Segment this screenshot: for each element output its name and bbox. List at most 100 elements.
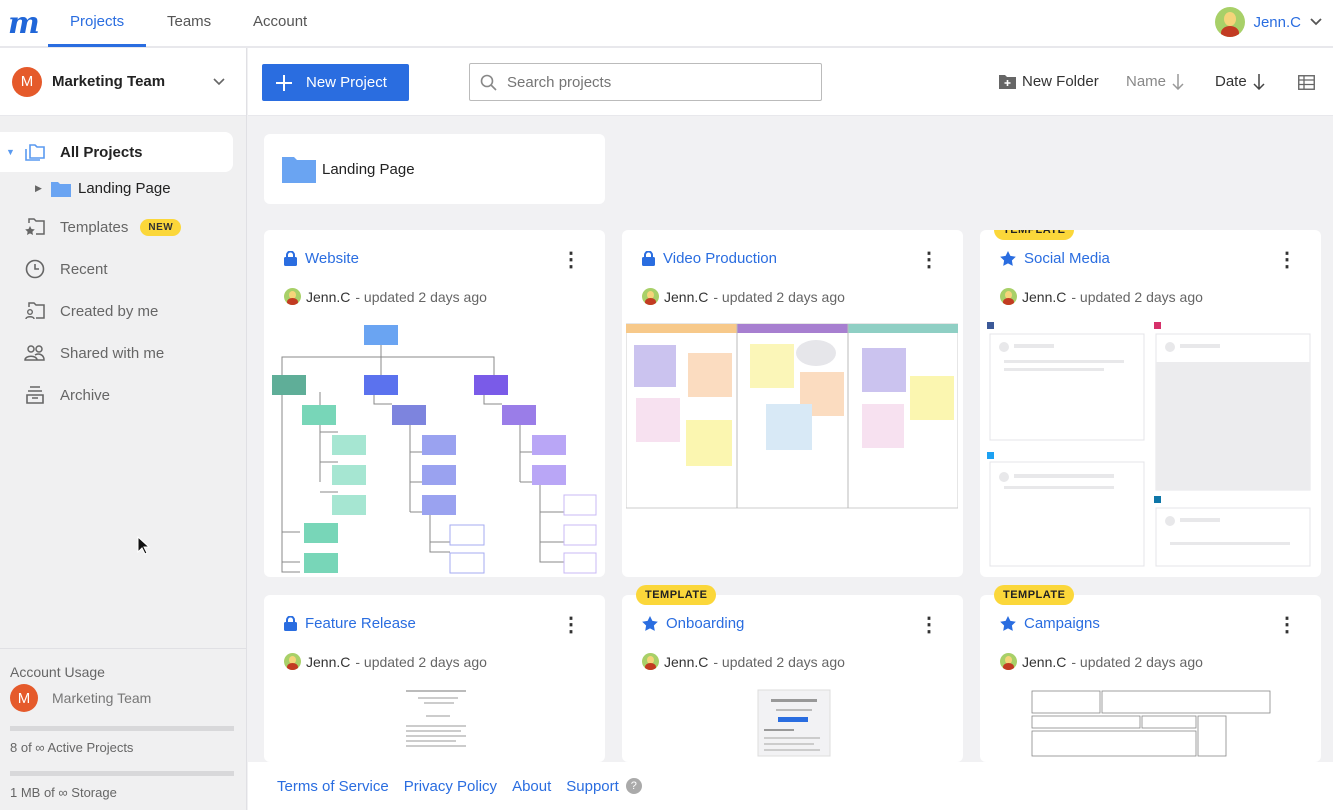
moqups-logo[interactable]: m [8,6,40,41]
archive-icon [24,384,46,406]
author: Jenn.C [664,288,709,305]
project-name: Video Production [663,250,777,267]
project-meta: Jenn.C - updated 2 days ago [642,653,845,670]
tab-teams[interactable]: Teams [167,13,212,30]
more-options-icon[interactable]: ⋮ [561,249,581,271]
sidebar-item-label: Created by me [60,302,159,320]
project-card[interactable]: TEMPLATE Campaigns ⋮ Jenn.C - updated 2 da… [980,585,1321,762]
more-options-icon[interactable]: ⋮ [919,249,939,271]
project-title[interactable]: Social Media [1000,250,1110,267]
project-thumbnail[interactable] [626,320,958,575]
team-avatar: M [10,684,38,712]
more-options-icon[interactable]: ⋮ [561,614,581,636]
project-card[interactable]: Video Production ⋮ Jenn.C - updated 2 day… [622,230,963,577]
project-name: Social Media [1024,250,1110,267]
sidebar-item-all-projects[interactable]: ▼ All Projects [0,132,233,172]
project-title[interactable]: Website [284,250,359,267]
tab-projects[interactable]: Projects [70,13,125,30]
folder-icon [50,177,72,199]
plus-icon [276,74,292,91]
project-title[interactable]: Video Production [642,250,777,267]
template-badge: TEMPLATE [994,230,1075,240]
clock-icon [24,258,46,280]
project-meta: Jenn.C - updated 2 days ago [1000,653,1203,670]
updated: - updated 2 days ago [1071,653,1203,670]
new-folder-label: New Folder [1022,73,1099,90]
sidebar-item-templates[interactable]: Templates NEW [0,207,247,247]
project-card[interactable]: Feature Release ⋮ Jenn.C - updated 2 days… [264,595,605,762]
lock-icon [642,251,655,266]
project-thumbnail[interactable] [268,320,600,575]
storage-usage-bar [10,771,234,776]
privacy-link[interactable]: Privacy Policy [403,777,498,795]
caret-right-icon[interactable]: ▶ [35,182,42,193]
sidebar-item-archive[interactable]: Archive [0,375,247,415]
sidebar-item-label: Recent [60,260,108,278]
user-menu[interactable]: Jenn.C [1215,7,1323,37]
more-options-icon[interactable]: ⋮ [919,614,939,636]
sidebar-item-label: Archive [60,386,111,404]
project-thumbnail[interactable] [984,320,1316,575]
project-meta: Jenn.C - updated 2 days ago [642,288,845,305]
sidebar-item-landing-page[interactable]: ▶ Landing Page [0,168,247,208]
avatar [642,653,659,670]
sidebar-item-label: All Projects [60,143,143,161]
support-link[interactable]: Support [566,777,619,795]
about-link[interactable]: About [512,777,552,795]
folder-plus-icon [999,75,1016,89]
lock-icon [284,616,297,631]
avatar [284,653,301,670]
team-selector[interactable]: M Marketing Team [0,48,246,116]
folder-icon [282,157,316,183]
author: Jenn.C [1022,653,1067,670]
sidebar-item-recent[interactable]: Recent [0,249,247,289]
sidebar-item-label: Templates [60,218,129,236]
user-folder-icon [24,300,46,322]
star-icon [1000,251,1016,266]
project-thumbnail[interactable] [984,685,1316,757]
usage-title: Account Usage [10,664,105,680]
updated: - updated 2 days ago [713,653,845,670]
template-badge: TEMPLATE [636,585,717,605]
folder-card-landing-page[interactable]: Landing Page [264,134,605,204]
sidebar-item-shared-with-me[interactable]: Shared with me [0,333,247,373]
more-options-icon[interactable]: ⋮ [1277,614,1297,636]
search-box[interactable] [469,63,822,101]
project-card[interactable]: Website ⋮ Jenn.C - updated 2 days ago [264,230,605,577]
avatar [284,288,301,305]
more-options-icon[interactable]: ⋮ [1277,249,1297,271]
help-icon[interactable]: ? [625,778,642,794]
sidebar-item-created-by-me[interactable]: Created by me [0,291,247,331]
project-meta: Jenn.C - updated 2 days ago [284,653,487,670]
project-title[interactable]: Feature Release [284,615,416,632]
project-card[interactable]: TEMPLATE Social Media ⋮ Jenn.C - updated 2… [980,230,1321,577]
updated: - updated 2 days ago [1071,288,1203,305]
author: Jenn.C [306,288,351,305]
sort-by-date[interactable]: Date [1215,73,1265,90]
toolbar: New Project New Folder Name Date [248,48,1333,116]
new-folder-button[interactable]: New Folder [999,73,1099,90]
updated: - updated 2 days ago [355,288,487,305]
usage-team: Marketing Team [52,690,152,706]
team-name: Marketing Team [52,73,166,90]
project-name: Feature Release [305,615,416,632]
author: Jenn.C [1022,288,1067,305]
caret-down-icon[interactable]: ▼ [6,147,15,157]
project-title[interactable]: Campaigns [1000,615,1100,632]
new-project-button[interactable]: New Project [262,64,409,101]
sort-by-name[interactable]: Name [1126,73,1184,90]
star-icon [1000,616,1016,631]
project-name: Campaigns [1024,615,1100,632]
search-input[interactable] [507,73,807,91]
new-badge: NEW [140,218,182,236]
account-usage: Account Usage M Marketing Team 8 of ∞ Ac… [10,650,234,800]
terms-link[interactable]: Terms of Service [277,777,389,795]
list-view-icon[interactable] [1298,75,1315,90]
author: Jenn.C [664,653,709,670]
project-title[interactable]: Onboarding [642,615,744,632]
tab-account[interactable]: Account [253,13,308,30]
project-thumbnail[interactable] [268,685,600,757]
project-thumbnail[interactable] [626,685,958,757]
template-icon [24,216,46,238]
project-card[interactable]: TEMPLATE Onboarding ⋮ Jenn.C - updated 2 d… [622,585,963,762]
